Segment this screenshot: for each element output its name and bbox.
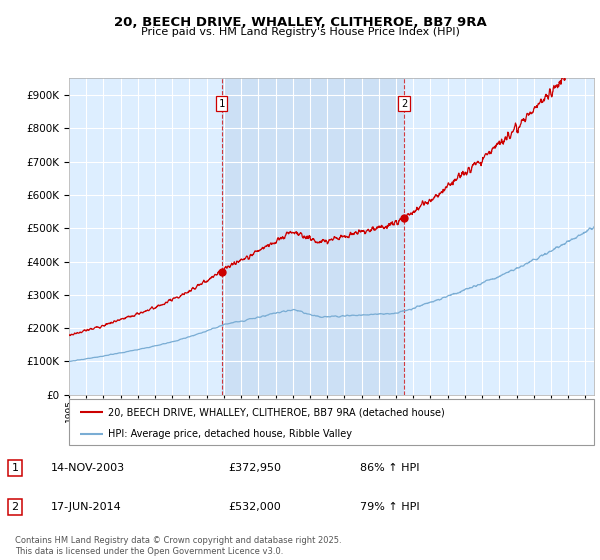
Text: £532,000: £532,000 <box>228 502 281 512</box>
Text: HPI: Average price, detached house, Ribble Valley: HPI: Average price, detached house, Ribb… <box>109 429 352 438</box>
Text: Price paid vs. HM Land Registry's House Price Index (HPI): Price paid vs. HM Land Registry's House … <box>140 27 460 37</box>
Text: 1: 1 <box>218 99 225 109</box>
Text: 20, BEECH DRIVE, WHALLEY, CLITHEROE, BB7 9RA (detached house): 20, BEECH DRIVE, WHALLEY, CLITHEROE, BB7… <box>109 407 445 417</box>
Text: 1: 1 <box>11 463 19 473</box>
Text: 17-JUN-2014: 17-JUN-2014 <box>51 502 122 512</box>
Text: 86% ↑ HPI: 86% ↑ HPI <box>360 463 419 473</box>
Bar <box>221 78 404 395</box>
Text: Contains HM Land Registry data © Crown copyright and database right 2025.
This d: Contains HM Land Registry data © Crown c… <box>15 536 341 556</box>
Text: £372,950: £372,950 <box>228 463 281 473</box>
Text: 20, BEECH DRIVE, WHALLEY, CLITHEROE, BB7 9RA: 20, BEECH DRIVE, WHALLEY, CLITHEROE, BB7… <box>113 16 487 29</box>
FancyBboxPatch shape <box>69 399 594 445</box>
Text: 14-NOV-2003: 14-NOV-2003 <box>51 463 125 473</box>
Text: 2: 2 <box>401 99 407 109</box>
Text: 79% ↑ HPI: 79% ↑ HPI <box>360 502 419 512</box>
Text: 2: 2 <box>11 502 19 512</box>
